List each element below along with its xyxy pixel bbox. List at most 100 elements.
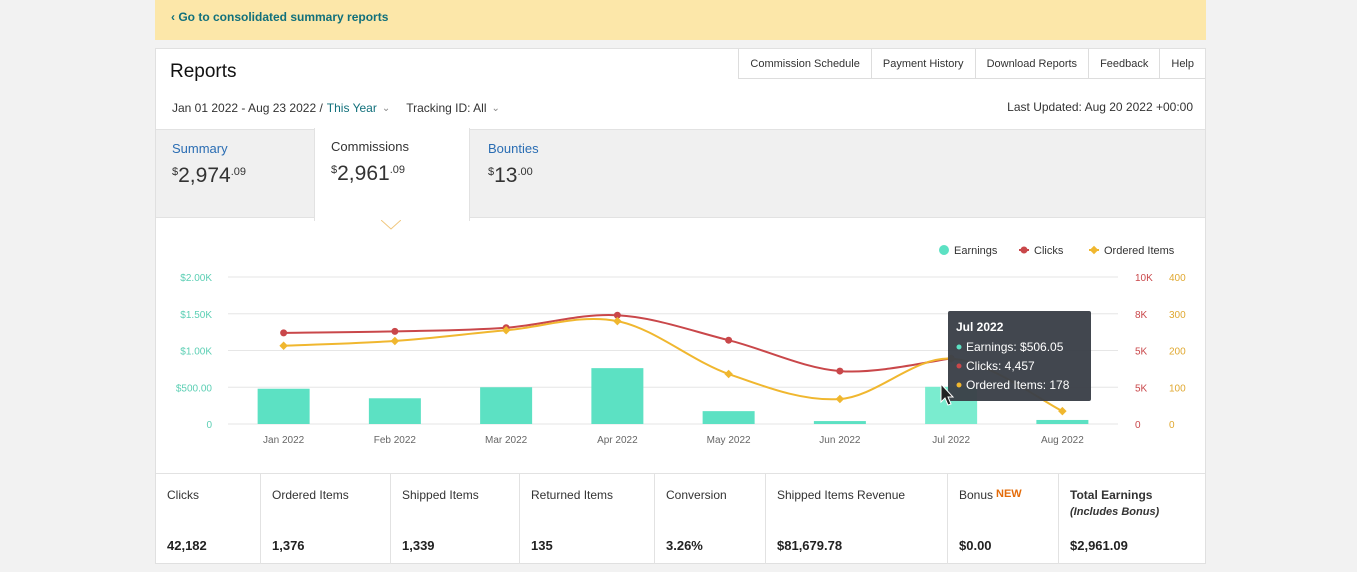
tab-bounties-label: Bounties [488,141,539,156]
filters: Jan 01 2022 - Aug 23 2022 / This Year ⌄ … [172,101,500,115]
stat-value: 1,376 [272,538,305,553]
payment-history-link[interactable]: Payment History [871,49,976,79]
stat-total-earnings: Total Earnings (Includes Bonus) $2,961.0… [1059,474,1205,564]
consolidated-reports-link[interactable]: ‹ Go to consolidated summary reports [171,10,389,24]
legend-ordered-items: Ordered Items [1104,245,1175,257]
tab-bounties[interactable]: Bounties $13.00 [472,130,632,218]
legend-clicks: Clicks [1034,245,1064,257]
tooltip-dot [956,344,962,350]
earnings-bar [257,388,310,424]
tab-commissions-label: Commissions [331,139,410,154]
tab-summary[interactable]: Summary $2,974.09 [156,130,314,218]
stat-label: Returned Items [531,488,614,502]
stat-label: Shipped Items Revenue [777,488,906,502]
ordered-items-point [724,369,733,379]
stat-shipped-revenue: Shipped Items Revenue $81,679.78 [766,474,948,564]
clicks-point [725,336,733,344]
amount-cents: .00 [517,166,533,178]
mouse-cursor-icon [940,382,955,406]
currency-symbol: $ [488,166,495,178]
earnings-bar [368,398,421,424]
tab-commissions[interactable]: Commissions $2,961.09 [314,128,470,221]
x-tick-label: Feb 2022 [374,435,417,446]
y-tick-left: $1.00K [180,347,212,358]
x-tick-label: May 2022 [707,435,751,446]
top-nav: Commission Schedule Payment History Down… [738,49,1205,79]
period-dropdown[interactable]: This Year [326,101,377,115]
commission-schedule-link[interactable]: Commission Schedule [739,49,872,79]
x-tick-label: Jul 2022 [932,435,970,446]
stat-label: Shipped Items [402,488,479,502]
currency-symbol: $ [172,166,179,178]
stat-value: $0.00 [959,538,992,553]
y-tick-left: $500.00 [176,383,213,394]
chevron-down-icon[interactable]: ⌄ [381,102,391,114]
commissions-amount: $2,961.09 [331,162,405,186]
date-range: Jan 01 2022 - Aug 23 2022 / [172,101,323,115]
tab-summary-label: Summary [172,141,228,156]
ordered-items-point [613,316,622,326]
earnings-chart: 0 $500.00 $1.00K $1.50K $2.00K 0 5K 5K 8K 10K 0 100… [176,245,1186,446]
stat-value: 42,182 [167,538,207,553]
tracking-id-dropdown[interactable]: Tracking ID: All [406,101,487,115]
earnings-bar [480,387,533,424]
stat-label: Ordered Items [272,488,349,502]
chevron-down-icon[interactable]: ⌄ [491,102,500,114]
bonus-label: Bonus [959,488,994,502]
summary-amount: $2,974.09 [172,164,246,188]
ordered-items-point [1058,406,1067,416]
stat-value: $2,961.09 [1070,538,1128,553]
page-title: Reports [170,61,237,82]
clicks-point [836,367,844,375]
y-tick-clicks: 8K [1135,310,1148,321]
tab-pointer-icon [381,220,401,230]
stat-label: Clicks [167,488,199,502]
y-tick-ordered: 300 [1169,310,1186,321]
help-link[interactable]: Help [1160,49,1205,79]
earnings-bar [813,421,866,424]
stat-sublabel: (Includes Bonus) [1070,506,1160,518]
tooltip-box [948,311,1091,401]
stat-value: 3.26% [666,538,703,553]
tooltip-line: Clicks: 4,457 [966,359,1035,373]
x-tick-label: Jun 2022 [819,435,861,446]
bounties-amount: $13.00 [488,164,533,188]
y-tick-ordered: 0 [1169,420,1175,431]
amount-cents: .09 [389,164,405,176]
y-tick-clicks: 5K [1135,383,1148,394]
y-tick-ordered: 100 [1169,383,1186,394]
amount-cents: .09 [230,166,246,178]
feedback-link[interactable]: Feedback [1089,49,1161,79]
legend-ordered-marker [1089,245,1099,255]
clicks-point [613,311,621,319]
amount-whole: 13 [494,164,518,187]
x-tick-label: Aug 2022 [1041,435,1084,446]
download-reports-link[interactable]: Download Reports [975,49,1090,79]
y-tick-left: 0 [206,420,212,431]
y-tick-clicks: 0 [1135,420,1141,431]
ordered-items-point [279,341,288,350]
x-tick-label: Mar 2022 [485,435,528,446]
legend-clicks-marker [1020,246,1028,254]
stat-value: $81,679.78 [777,538,843,553]
summary-tabs: Summary $2,974.09 Commissions $2,961.09 … [156,128,1205,221]
y-tick-left: $2.00K [180,273,212,284]
stat-value: 1,339 [402,538,435,553]
x-tick-label: Jan 2022 [263,435,305,446]
y-tick-ordered: 200 [1169,347,1186,358]
stat-label: Total Earnings [1070,488,1153,502]
banner: ‹ Go to consolidated summary reports [155,0,1206,40]
stat-label: Conversion [666,488,727,502]
stat-returned-items: Returned Items 135 [520,474,655,564]
amount-whole: 2,961 [337,162,390,185]
amount-whole: 2,974 [178,164,231,187]
currency-symbol: $ [331,164,338,176]
tooltip-line: Earnings: $506.05 [966,340,1064,354]
tooltip-dot [956,382,962,388]
clicks-point [280,329,288,337]
stat-label: Bonus NEW [959,488,1022,502]
stats-bar: Clicks 42,182 Ordered Items 1,376 Shippe… [156,473,1205,564]
reports-card: Reports Commission Schedule Payment Hist… [155,48,1206,564]
stat-conversion: Conversion 3.26% [655,474,766,564]
stat-ordered-items: Ordered Items 1,376 [261,474,391,564]
